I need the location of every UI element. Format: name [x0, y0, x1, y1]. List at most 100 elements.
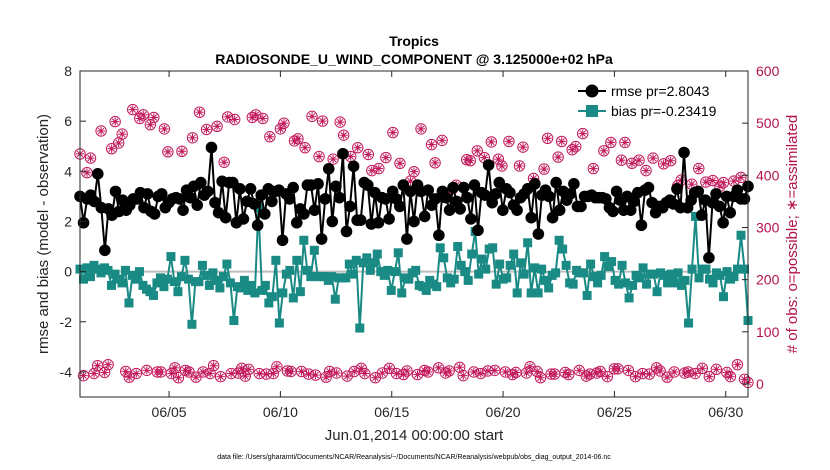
- rmse-point: [692, 185, 705, 198]
- rmse-point: [234, 183, 246, 195]
- obs-assimilated-point: [575, 366, 584, 375]
- obs-assimilated-point: [392, 369, 401, 378]
- obs-possible-point: [281, 365, 294, 377]
- rmse-point: [607, 205, 619, 218]
- rmse-point: [408, 215, 420, 228]
- obs-possible-point: [299, 141, 311, 154]
- bias-point: [453, 242, 463, 252]
- obs-assimilated-point: [367, 166, 377, 175]
- legend-bias-label: bias pr=-0.23419: [611, 103, 717, 119]
- obs-assimilated-point: [494, 154, 503, 164]
- obs-assimilated-point: [212, 122, 222, 131]
- obs-assimilated-point: [146, 120, 155, 129]
- bias-point: [435, 243, 445, 253]
- obs-assimilated-point: [719, 178, 728, 187]
- obs-possible-point: [274, 123, 287, 135]
- bias-point: [176, 272, 186, 282]
- bias-point: [432, 282, 442, 292]
- obs-assimilated-point: [634, 155, 644, 165]
- rmse-point: [141, 188, 154, 200]
- bias-point: [204, 280, 214, 290]
- obs-possible-point: [327, 153, 339, 165]
- obs-assimilated-point: [177, 147, 187, 156]
- rmse-point: [99, 244, 111, 257]
- obs-assimilated-point: [571, 142, 580, 151]
- obs-assimilated-point: [167, 369, 176, 378]
- bias-point: [183, 274, 193, 284]
- obs-possible-point: [615, 154, 628, 166]
- rmse-point: [738, 193, 751, 205]
- y-right-tick-label: 500: [756, 115, 780, 131]
- obs-assimilated-point: [223, 112, 232, 122]
- rmse-point: [109, 185, 122, 198]
- obs-possible-point: [334, 116, 346, 128]
- obs-possible-point: [629, 370, 642, 383]
- x-tick-label: 06/05: [152, 404, 187, 420]
- obs-possible-point: [664, 155, 677, 167]
- y-right-tick-label: 0: [756, 376, 764, 392]
- obs-assimilated-point: [385, 364, 394, 373]
- bias-point: [642, 279, 652, 289]
- bias-point: [502, 273, 512, 283]
- obs-possible-point: [619, 136, 631, 149]
- bias-point: [155, 273, 165, 283]
- rmse-point: [525, 211, 538, 224]
- obs-assimilated-point: [423, 367, 433, 377]
- obs-possible-point: [601, 370, 614, 383]
- rmse-point: [546, 211, 559, 224]
- rmse-point: [266, 195, 278, 208]
- bias-point: [229, 316, 239, 326]
- obs-assimilated-point: [726, 372, 735, 381]
- obs-assimilated-point: [585, 369, 594, 379]
- rmse-point: [532, 228, 545, 240]
- rmse-point: [344, 200, 356, 213]
- rmse-point: [379, 193, 392, 205]
- obs-assimilated-point: [107, 144, 116, 153]
- obs-possible-point: [570, 140, 582, 153]
- bias-point: [596, 270, 606, 280]
- obs-possible-point: [77, 369, 90, 382]
- obs-assimilated-point: [198, 367, 208, 377]
- rmse-point: [433, 229, 445, 242]
- obs-assimilated-point: [110, 117, 120, 126]
- obs-assimilated-point: [459, 371, 468, 380]
- rmse-point: [276, 234, 289, 247]
- obs-assimilated-point: [314, 152, 324, 161]
- bias-point: [666, 269, 676, 279]
- bias-point: [239, 275, 249, 285]
- bias-point: [180, 255, 190, 265]
- obs-assimilated-point: [701, 177, 711, 187]
- obs-possible-point: [598, 145, 610, 157]
- bias-point: [85, 272, 95, 282]
- obs-assimilated-point: [539, 164, 549, 174]
- obs-possible-point: [735, 171, 747, 184]
- rmse-point: [205, 141, 218, 154]
- obs-assimilated-point: [191, 372, 201, 382]
- obs-assimilated-point: [216, 372, 225, 381]
- obs-possible-point: [123, 371, 135, 383]
- obs-possible-point: [394, 157, 406, 170]
- obs-assimilated-point: [483, 366, 493, 376]
- y-tick-label: -2: [60, 314, 73, 330]
- obs-assimilated-point: [230, 115, 239, 124]
- rmse-point: [497, 204, 509, 216]
- obs-possible-point: [137, 109, 149, 121]
- y-axis-label: rmse and bias (model - observation): [35, 114, 52, 354]
- bias-point: [327, 272, 337, 282]
- bias-point: [481, 264, 491, 274]
- obs-possible-point: [647, 152, 659, 164]
- bias-point: [603, 262, 613, 272]
- obs-possible-point: [401, 365, 413, 377]
- obs-assimilated-point: [360, 369, 369, 378]
- obs-assimilated-point: [114, 138, 123, 148]
- bias-point: [540, 275, 550, 285]
- bias-point: [222, 259, 232, 269]
- obs-assimilated-point: [420, 366, 429, 375]
- obs-possible-point: [496, 160, 508, 172]
- obs-assimilated-point: [300, 143, 310, 152]
- bias-point: [687, 264, 697, 274]
- chart-subtitle: RADIOSONDE_U_WIND_COMPONENT @ 3.125000e+…: [215, 51, 613, 67]
- obs-assimilated-point: [304, 369, 313, 379]
- x-axis-label: Jun.01,2014 00:00:00 start: [325, 427, 504, 444]
- chart-title: Tropics: [389, 33, 439, 49]
